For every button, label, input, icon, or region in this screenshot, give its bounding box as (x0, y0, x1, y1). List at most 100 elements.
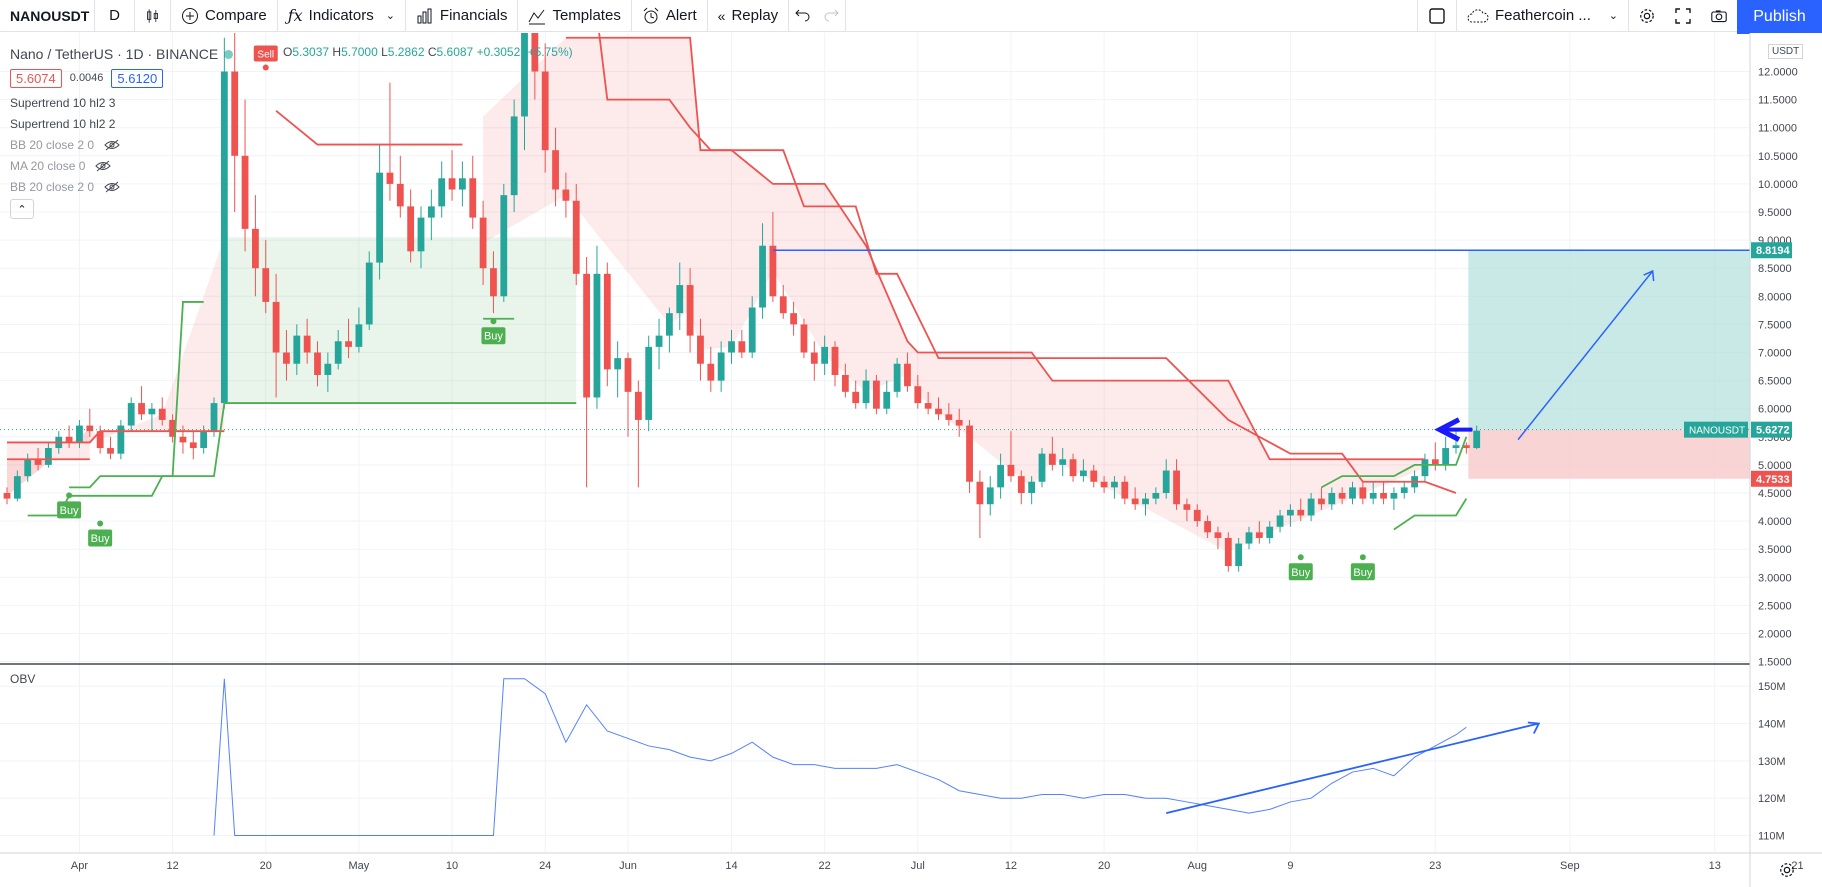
candle-body (676, 285, 684, 314)
candle-body (76, 425, 83, 443)
templates-button[interactable]: Templates (518, 0, 632, 32)
price-tick-label: 9.5000 (1758, 207, 1792, 219)
indicators-button[interactable]: ƒx Indicators ⌄ (278, 0, 406, 32)
candle-body (24, 459, 32, 477)
symbol-tag-bg (1684, 421, 1748, 438)
candle-body (810, 352, 818, 364)
time-tick-label: 12 (1005, 860, 1017, 872)
snapshot-button[interactable] (1701, 0, 1737, 32)
candle-body (1142, 498, 1149, 505)
buy-signal-badge (481, 327, 506, 345)
candle-body (1442, 448, 1450, 465)
candle-body (1235, 543, 1243, 567)
chevron-down-icon: ⌄ (385, 10, 395, 22)
expand-icon (1675, 7, 1691, 24)
obv-tick-label: 120M (1758, 793, 1786, 805)
buy-signal-badge (57, 501, 82, 519)
candle-body (976, 481, 984, 505)
undo-button[interactable] (789, 0, 817, 32)
supertrend-down-line (565, 36, 1425, 461)
spread-value: 0.0046 (69, 72, 104, 84)
candle-body (417, 217, 425, 252)
indicator-supertrend-2[interactable]: Supertrend 10 hl2 2 (10, 113, 233, 134)
price-tick-label: 1.5000 (1758, 657, 1792, 669)
interval-button[interactable]: D (95, 0, 135, 32)
candle-body (862, 380, 870, 404)
candle-body (686, 285, 694, 336)
change-value: +0.3052 (+5.75%) (476, 45, 573, 59)
bar-chart-icon (417, 8, 432, 23)
time-tick-label: 10 (446, 860, 458, 872)
financials-button[interactable]: Financials (406, 0, 519, 32)
obv-tick-label: 130M (1758, 756, 1786, 768)
candle-body (13, 476, 21, 499)
indicator-bb-2[interactable]: BB 20 close 2 0 (10, 176, 233, 197)
candle-body (479, 217, 487, 269)
eye-off-icon[interactable] (104, 139, 120, 151)
buy-signal-label: Buy (1353, 567, 1372, 579)
chart-area[interactable]: Buy Buy Buy Buy Buy Sell 12.0000 11.5000 11.000… (0, 33, 1822, 887)
candle-body (1390, 493, 1398, 499)
ohlc-readout: O5.3037 H5.7000 L5.2862 C5.6087 +0.3052 … (283, 45, 573, 59)
price-tick-label: 7.0000 (1758, 348, 1792, 360)
symbol-search[interactable]: NANOUSDT (0, 0, 95, 32)
candle-body (65, 436, 73, 443)
indicator-supertrend-3[interactable]: Supertrend 10 hl2 3 (10, 92, 233, 113)
interval-label: D (109, 7, 120, 24)
candle-body (1131, 498, 1139, 505)
bid-price[interactable]: 5.6074 (10, 68, 62, 88)
indicator-bb-1[interactable]: BB 20 close 2 0 (10, 134, 233, 155)
obv-trend-arrow-head (1527, 721, 1541, 734)
gear-icon (1640, 8, 1654, 23)
candle-body (1380, 493, 1387, 499)
collapse-legend-button[interactable]: ⌃ (10, 199, 34, 219)
replay-button[interactable]: « Replay (708, 0, 790, 32)
buy-signal-badge (88, 529, 113, 547)
eye-off-icon[interactable] (104, 181, 120, 193)
close-value: 5.6087 (436, 45, 474, 59)
square-icon (1429, 7, 1445, 24)
candle-body (448, 178, 456, 190)
fullscreen-button[interactable] (1665, 0, 1701, 32)
price-tick-label: 4.0000 (1758, 516, 1792, 528)
candles-layer (3, 33, 1481, 572)
compare-button[interactable]: Compare (171, 0, 278, 32)
symbol-label: NANOUSDT (10, 7, 90, 24)
candle-body (262, 268, 270, 302)
price-tick-label: 6.5000 (1758, 376, 1792, 388)
indicator-ma[interactable]: MA 20 close 0 (10, 155, 233, 176)
axes-layer: 12.0000 11.5000 11.0000 10.5000 10.0000 9.500… (0, 33, 1822, 887)
price-tick-label: 8.5000 (1758, 263, 1792, 275)
layout-button[interactable]: Feathercoin ... ⌄ (1457, 0, 1629, 32)
candle-body (510, 116, 518, 196)
time-tick-label: 23 (1429, 860, 1441, 872)
candle-body (1307, 498, 1315, 516)
candle-body (955, 419, 963, 426)
low-value: 5.2862 (387, 45, 425, 59)
buy-signal-label: Buy (484, 331, 503, 343)
close-label: C (427, 45, 437, 59)
candle-body (1038, 453, 1046, 482)
chevron-down-icon: ⌄ (1608, 10, 1618, 22)
buy-signal-label: Buy (60, 505, 79, 517)
cloud-icon (1467, 8, 1489, 22)
eye-off-icon[interactable] (95, 160, 112, 172)
candle-body (790, 313, 797, 325)
fullscreen-select-button[interactable] (1417, 0, 1457, 32)
candle-body (1473, 430, 1481, 449)
high-value: 5.7000 (341, 45, 378, 59)
ask-price[interactable]: 5.6120 (111, 68, 164, 88)
candle-body (1255, 532, 1263, 538)
price-scale-currency[interactable]: USDT (1768, 44, 1804, 59)
candle-body (552, 150, 559, 190)
symbol-title[interactable]: Nano / TetherUS · 1D · BINANCE (10, 44, 234, 64)
time-settings-button[interactable] (1775, 858, 1799, 882)
publish-button[interactable]: Publish (1737, 0, 1822, 34)
chart-type-button[interactable] (135, 0, 171, 32)
candle-body (531, 33, 539, 72)
alert-button[interactable]: Alert (632, 0, 708, 32)
redo-button[interactable] (817, 0, 847, 32)
settings-button[interactable] (1629, 0, 1665, 32)
candle-body (1193, 509, 1201, 522)
replay-label: Replay (731, 7, 779, 24)
